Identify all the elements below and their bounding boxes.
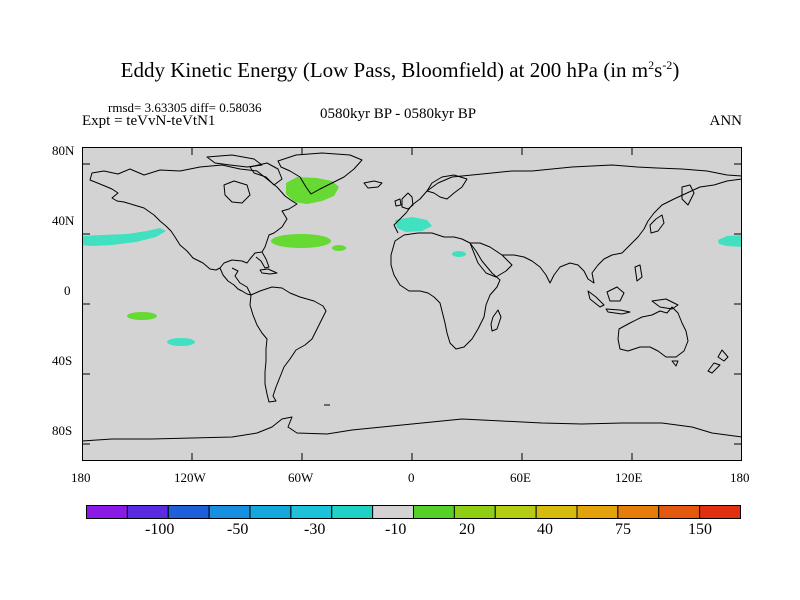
anomaly-north-pacific-west — [82, 228, 166, 246]
coast-java — [605, 308, 631, 315]
colorbar-label: -10 — [385, 521, 407, 538]
colorbar-box — [535, 505, 578, 519]
coast-iceland — [363, 180, 383, 189]
colorbar-box — [290, 505, 333, 519]
world-map — [82, 147, 742, 461]
coast-greenland — [277, 152, 363, 195]
colorbar-label: -50 — [227, 521, 249, 538]
title-superscript-1: 2 — [648, 58, 655, 72]
colorbar-box — [576, 505, 619, 519]
coast-sumatra — [587, 290, 605, 308]
lat-label-40s: 40S — [52, 353, 73, 368]
stats-line: rmsd= 3.63305 diff= 0.58036 — [108, 100, 262, 115]
coast-new-guinea — [651, 298, 679, 310]
colorbar-box — [494, 505, 537, 519]
coast-kamchatka — [681, 184, 695, 206]
coast-philippines — [634, 264, 643, 282]
coast-britain — [401, 192, 414, 210]
lat-label-80n: 80N — [52, 143, 75, 158]
lon-label-180e: 180 — [730, 470, 750, 485]
colorbar-label: -30 — [304, 521, 326, 538]
title-text-mid: s — [654, 58, 663, 82]
coast-borneo — [606, 286, 625, 302]
anomaly-mediterranean — [395, 217, 432, 232]
season-label: ANN — [709, 113, 743, 129]
anomaly-north-africa — [452, 251, 466, 257]
title-text: Eddy Kinetic Energy (Low Pass, Bloomfiel… — [120, 58, 649, 82]
colorbar-box — [372, 505, 415, 519]
coast-madagascar — [490, 309, 502, 332]
plot-title: Eddy Kinetic Energy (Low Pass, Bloomfiel… — [0, 58, 800, 83]
colorbar-label: 40 — [537, 521, 553, 538]
anomaly-south-pacific-cyan — [167, 338, 195, 346]
coast-africa — [390, 232, 501, 350]
anomaly-labrador-sea — [286, 177, 339, 204]
coast-south-america — [249, 286, 327, 403]
lon-label-60w: 60W — [288, 470, 314, 485]
title-text-end: ) — [672, 58, 680, 82]
lon-label-120e: 120E — [615, 470, 643, 485]
colorbar-box — [413, 505, 455, 519]
coast-baffin — [249, 162, 283, 186]
coast-tasmania — [671, 360, 679, 367]
anomaly-north-atlantic — [271, 234, 331, 248]
colorbar-box — [699, 505, 741, 519]
coast-florida — [255, 251, 270, 269]
anomaly-north-pacific-east — [718, 235, 742, 247]
lat-label-40n: 40N — [52, 213, 75, 228]
coast-australia — [617, 306, 689, 358]
anomaly-south-pacific-green — [127, 312, 157, 320]
colorbar-label: 150 — [688, 521, 712, 538]
lon-label-0: 0 — [408, 470, 415, 485]
colorbar — [86, 505, 741, 519]
colorbar-label: 20 — [459, 521, 475, 538]
coast-ireland — [394, 198, 402, 207]
coastlines — [82, 152, 742, 442]
colorbar-box — [617, 505, 660, 519]
colorbar-box — [331, 505, 374, 519]
coast-central-america — [219, 267, 252, 296]
colorbar-boxes — [86, 505, 741, 519]
colorbar-box — [167, 505, 210, 519]
coast-new-zealand — [707, 349, 729, 374]
period-label: 0580kyr BP - 0580kyr BP — [320, 106, 477, 122]
map-background — [82, 147, 742, 461]
colorbar-box — [86, 505, 128, 519]
anomaly-layer — [82, 177, 742, 346]
coast-antarctica — [82, 416, 742, 442]
coast-scandinavia — [426, 174, 468, 200]
experiment-label: Expt = teVvN-teVtN1 — [82, 113, 216, 129]
colorbar-box — [453, 505, 496, 519]
colorbar-box — [249, 505, 292, 519]
colorbar-label: -100 — [145, 521, 175, 538]
lat-label-0: 0 — [64, 283, 71, 298]
coast-south-asia — [502, 178, 742, 284]
coast-japan — [649, 214, 665, 234]
coast-north-america — [89, 164, 298, 271]
colorbar-label: 75 — [615, 521, 631, 538]
lat-label-80s: 80S — [52, 423, 73, 438]
anomaly-north-atlantic-small — [332, 245, 346, 251]
colorbar-box — [208, 505, 251, 519]
lat-tick-marks — [82, 163, 742, 445]
title-superscript-2: -2 — [662, 58, 673, 72]
coast-cuba — [259, 268, 278, 275]
lon-label-180w: 180 — [71, 470, 91, 485]
lon-label-120w: 120W — [174, 470, 206, 485]
colorbar-box — [658, 505, 701, 519]
coast-arabia — [469, 242, 513, 278]
lon-tick-marks — [191, 147, 633, 461]
colorbar-box — [126, 505, 169, 519]
lon-label-60e: 60E — [510, 470, 531, 485]
coast-hudson-bay — [223, 180, 251, 204]
